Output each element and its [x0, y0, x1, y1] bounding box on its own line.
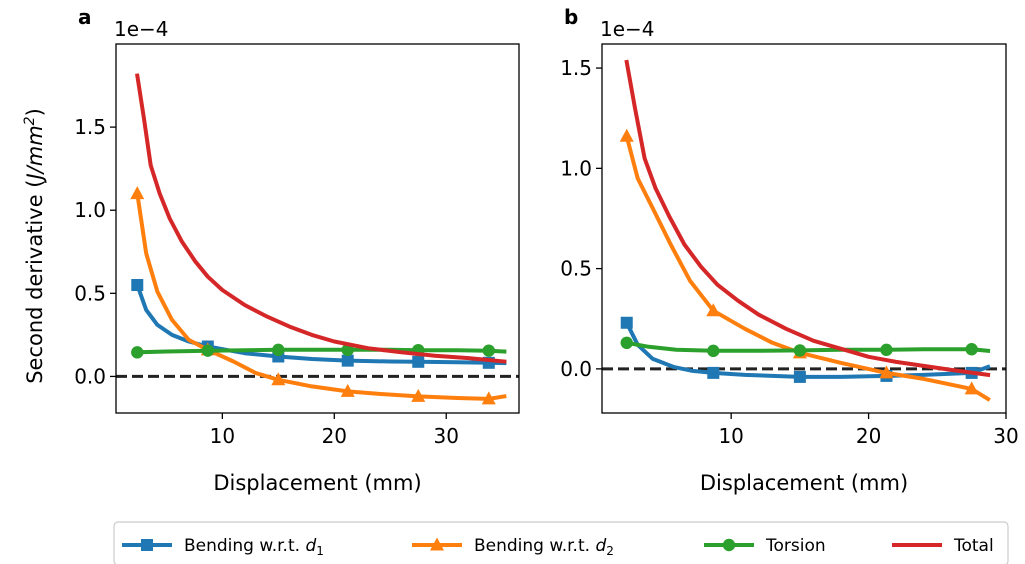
data-point: [412, 355, 425, 368]
data-point: [201, 344, 214, 357]
panel-b: 10 20 30 0.0 0.5 1.0 1.5 1e−4 b Displacement (mm): [560, 5, 1019, 495]
data-point: [340, 383, 355, 397]
y-axis-label: Second derivative (J/mm2): [22, 108, 47, 384]
data-point: [793, 370, 806, 383]
x-tick-label: 10: [210, 424, 235, 448]
data-point: [619, 128, 634, 142]
data-point: [880, 343, 893, 357]
data-point: [706, 303, 721, 317]
series-line-2: [135, 191, 507, 401]
legend-item: Total: [892, 536, 994, 556]
x-tick-label: 30: [434, 424, 459, 448]
x-tick-label: 20: [856, 424, 881, 448]
legend-marker: [430, 537, 444, 551]
axes-frame: [115, 43, 520, 414]
legend-label: Bending w.r.t. d2: [474, 536, 614, 558]
axis-offset-text: 1e−4: [114, 17, 169, 41]
legend: Bending w.r.t. d1 Bending w.r.t. d2 Torsio…: [113, 521, 1009, 564]
y-tick-label: 0.0: [74, 364, 106, 388]
y-axis-label-unit: J/mm: [23, 125, 47, 183]
series-line-1: [624, 320, 991, 379]
data-point: [879, 365, 894, 379]
series-line-3: [624, 340, 991, 353]
y-tick-label: 0.5: [560, 257, 592, 281]
data-point: [620, 336, 633, 350]
y-tick-label: 0.5: [74, 281, 106, 305]
y-tick-label: 0.0: [560, 357, 592, 381]
panel-label: a: [78, 5, 92, 29]
data-point: [620, 316, 633, 329]
data-point: [131, 279, 144, 292]
series-line-4: [135, 73, 507, 364]
axis-offset-text: 1e−4: [600, 17, 655, 41]
data-point: [964, 381, 979, 395]
y-tick-label: 1.0: [560, 156, 592, 180]
data-point: [130, 186, 145, 200]
series-line-4: [624, 59, 991, 378]
panel-label: b: [564, 5, 578, 29]
legend-item: Bending w.r.t. d1: [122, 536, 324, 558]
panel-a: 10 20 30 0.0 0.5 1.0 1.5 1e−4 a Displacement (mm): [74, 5, 520, 495]
data-point: [411, 388, 426, 402]
series-line-2: [624, 133, 991, 402]
axes-frame: [601, 43, 1007, 414]
x-axis-label: Displacement (mm): [700, 471, 908, 495]
data-point: [707, 344, 720, 358]
legend-item: Torsion: [704, 536, 826, 556]
legend-item: Bending w.r.t. d2: [412, 536, 614, 558]
data-point: [707, 366, 720, 379]
data-point: [481, 391, 496, 405]
data-point: [131, 346, 144, 359]
legend-marker: [141, 539, 153, 551]
data-point: [793, 344, 807, 357]
legend-label: Torsion: [765, 536, 826, 556]
y-axis-label-suffix: ): [23, 108, 47, 116]
y-tick-label: 1.5: [74, 115, 106, 139]
x-tick-label: 30: [993, 424, 1018, 448]
y-axis-label-power: 2: [22, 116, 38, 125]
series-line-3: [135, 347, 507, 355]
data-point: [272, 343, 285, 357]
x-tick-label: 10: [718, 424, 743, 448]
legend-box: [113, 521, 1009, 564]
legend-label: Total: [953, 536, 994, 556]
plot-area: [130, 73, 507, 405]
data-point: [271, 372, 286, 386]
y-tick-label: 1.0: [74, 198, 106, 222]
legend-marker: [722, 538, 736, 552]
data-point: [341, 354, 354, 367]
y-axis-label-prefix: Second derivative (: [23, 180, 47, 384]
data-point: [965, 343, 978, 356]
plot-area: [619, 59, 991, 402]
legend-label: Bending w.r.t. d1: [184, 536, 324, 558]
x-axis-label: Displacement (mm): [213, 471, 421, 495]
y-tick-label: 1.5: [560, 56, 592, 80]
data-point: [482, 344, 495, 357]
x-tick-label: 20: [322, 424, 347, 448]
